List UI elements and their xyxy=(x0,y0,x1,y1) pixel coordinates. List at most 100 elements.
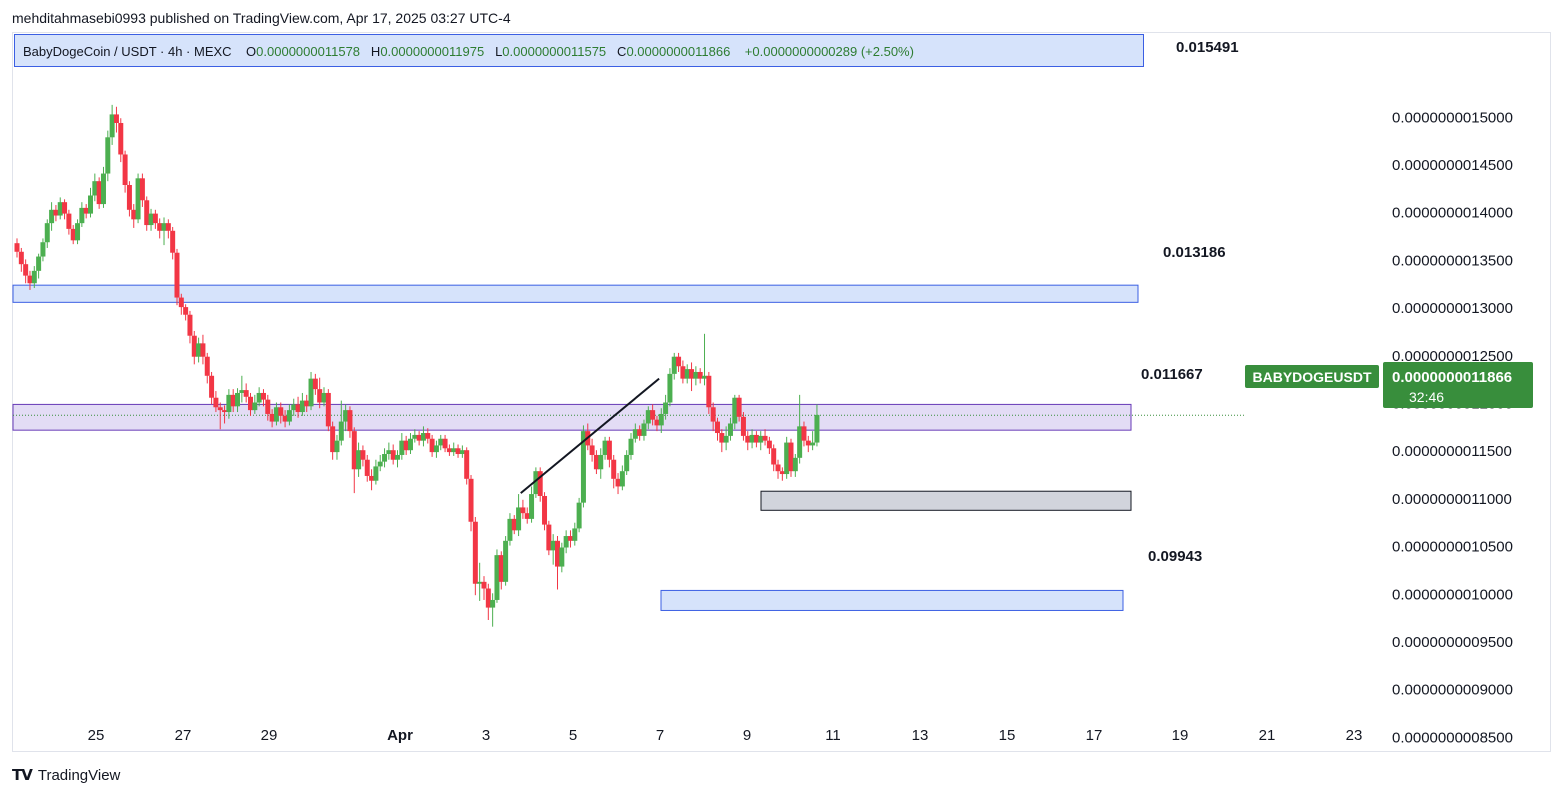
y-tick-label: 0.0000000014000 xyxy=(1392,205,1513,222)
candle-body xyxy=(390,450,396,460)
candle-body xyxy=(697,371,703,379)
candle-body xyxy=(637,429,643,436)
candle-body xyxy=(433,445,439,453)
candle-body xyxy=(226,394,232,413)
candle-body xyxy=(412,434,418,439)
candle-body xyxy=(676,356,682,367)
candle-body xyxy=(619,471,625,487)
candle-body xyxy=(191,335,197,357)
zone-purple-2 xyxy=(12,403,1132,431)
candle-body xyxy=(611,459,617,479)
candle-body xyxy=(373,466,379,481)
published-line: mehditahmasebi0993 published on TradingV… xyxy=(12,10,511,26)
x-tick-label: 5 xyxy=(569,727,577,744)
candle-body xyxy=(650,410,656,420)
candle-body xyxy=(70,228,76,241)
symbol-legend: BabyDogeCoin / USDT · 4h · MEXC O0.00000… xyxy=(14,34,1144,67)
candle-body xyxy=(667,373,673,403)
candle-body xyxy=(364,459,370,476)
candle-body xyxy=(710,407,716,422)
candle-body xyxy=(260,392,266,400)
candle-body xyxy=(407,438,413,451)
candle-body xyxy=(395,454,401,460)
candle-body xyxy=(706,375,712,408)
x-tick-label: 15 xyxy=(999,727,1016,744)
x-tick-label: 19 xyxy=(1172,727,1189,744)
price-tag xyxy=(1383,362,1533,408)
candle-body xyxy=(31,270,37,284)
candle-body xyxy=(148,213,154,226)
candle-body xyxy=(295,404,301,413)
candle-body xyxy=(533,471,539,495)
candle-body xyxy=(36,256,42,271)
candle-body xyxy=(317,389,323,403)
candle-body xyxy=(464,450,470,479)
candle-body xyxy=(44,223,50,243)
candle-body xyxy=(714,421,720,434)
candle-body xyxy=(291,404,297,411)
x-tick-label: 27 xyxy=(175,727,192,744)
candle-body xyxy=(53,209,59,216)
candle-body xyxy=(593,454,599,470)
candle-body xyxy=(122,154,128,185)
candle-body xyxy=(18,251,24,265)
y-tick-label: 0.0000000014500 xyxy=(1392,157,1513,174)
candle-body xyxy=(386,450,392,455)
candle-body xyxy=(671,356,677,374)
symbol-name[interactable]: BabyDogeCoin / USDT · 4h · MEXC xyxy=(23,44,232,59)
candle-body xyxy=(442,438,448,449)
candle-body xyxy=(347,410,353,432)
candle-body xyxy=(598,454,604,470)
candle-body xyxy=(222,410,228,413)
candle-body xyxy=(282,415,288,422)
candle-body xyxy=(139,178,145,201)
candle-body xyxy=(537,471,543,496)
candle-body xyxy=(88,195,94,214)
candle-body xyxy=(524,513,530,519)
y-tick-label: 0.0000000009000 xyxy=(1392,682,1513,699)
candle-body xyxy=(165,223,171,231)
candle-body xyxy=(325,392,331,427)
candle-body xyxy=(338,421,344,441)
chart-frame xyxy=(12,32,1551,752)
zone-blue-1 xyxy=(12,284,1139,303)
zone-gray-3 xyxy=(760,490,1132,511)
change-value: +0.0000000000289 (+2.50%) xyxy=(744,44,914,59)
candle-body xyxy=(516,507,522,531)
tradingview-logo[interactable]: 𝗧𝗩 TradingView xyxy=(12,766,120,785)
x-tick-label: 25 xyxy=(88,727,105,744)
candle-body xyxy=(494,555,500,600)
candle-body xyxy=(490,599,496,608)
candle-body xyxy=(740,416,746,436)
y-tick-label: 0.0000000009500 xyxy=(1392,634,1513,651)
close-label: C xyxy=(617,44,627,59)
candle-body xyxy=(429,438,435,453)
price-tag-value: 0.0000000011866 xyxy=(1392,369,1512,386)
candle-body xyxy=(797,426,803,458)
candle-body xyxy=(135,178,141,220)
candle-body xyxy=(170,230,176,253)
high-label: H xyxy=(370,44,381,59)
candle-body xyxy=(727,423,733,436)
candle-body xyxy=(814,414,820,443)
x-tick-label: 23 xyxy=(1346,727,1363,744)
candle-body xyxy=(243,390,249,397)
candle-body xyxy=(520,507,526,514)
candle-body xyxy=(632,429,638,439)
y-tick-label: 0.0000000013000 xyxy=(1392,300,1513,317)
candle-body xyxy=(377,461,383,467)
open-value: 0.0000000011578 xyxy=(256,44,361,59)
candle-body xyxy=(606,440,612,460)
low-label: L xyxy=(495,44,503,59)
close-value: 0.0000000011866 xyxy=(626,44,731,59)
candle-body xyxy=(693,371,699,379)
candle-body xyxy=(265,399,271,414)
candle-body xyxy=(481,581,487,589)
candle-body xyxy=(96,181,102,205)
candle-body xyxy=(252,402,258,411)
candle-body xyxy=(278,407,284,416)
candle-body xyxy=(403,440,409,451)
candle-body xyxy=(109,114,115,138)
x-tick-label: 11 xyxy=(825,727,841,744)
